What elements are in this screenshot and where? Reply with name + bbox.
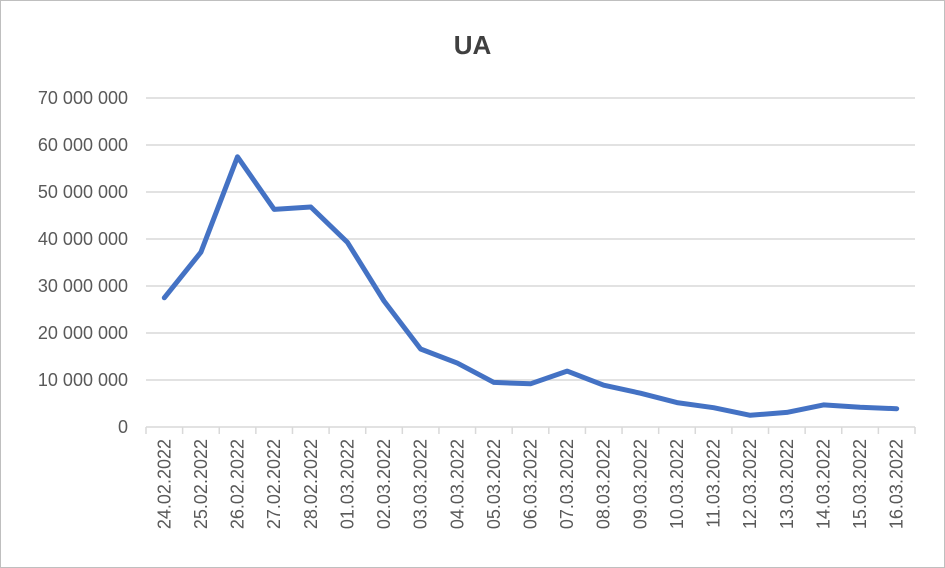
y-axis-tick-labels: 0 10 000 000 20 000 000 30 000 000 40 000 00…	[38, 88, 128, 437]
data-point	[895, 407, 899, 411]
y-tick-label: 70 000 000	[38, 88, 128, 108]
y-tick-label: 30 000 000	[38, 276, 128, 296]
data-point	[529, 382, 533, 386]
y-tick-label: 60 000 000	[38, 135, 128, 155]
x-tick-label: 13.03.2022	[777, 439, 797, 529]
data-point	[236, 155, 240, 159]
data-point	[821, 403, 825, 407]
y-tick-label: 20 000 000	[38, 323, 128, 343]
x-tick-label: 25.02.2022	[191, 439, 211, 529]
data-point	[565, 369, 569, 373]
data-point	[272, 207, 276, 211]
x-tick-label: 12.03.2022	[740, 439, 760, 529]
series-line	[161, 154, 900, 418]
x-tick-label: 06.03.2022	[521, 439, 541, 529]
data-point	[382, 299, 386, 303]
data-point	[455, 361, 459, 365]
data-point	[492, 380, 496, 384]
x-tick-label: 08.03.2022	[594, 439, 614, 529]
y-tick-label: 0	[118, 417, 128, 437]
data-point	[199, 250, 203, 254]
series-group	[161, 154, 900, 418]
x-tick-label: 04.03.2022	[447, 439, 467, 529]
x-tick-label: 24.02.2022	[154, 439, 174, 529]
y-tick-label: 40 000 000	[38, 229, 128, 249]
chart-title: UA	[453, 30, 492, 60]
x-tick-label: 02.03.2022	[374, 439, 394, 529]
x-tick-label: 01.03.2022	[337, 439, 357, 529]
data-point	[858, 405, 862, 409]
data-point	[712, 406, 716, 410]
data-point	[675, 401, 679, 405]
x-tick-label: 05.03.2022	[484, 439, 504, 529]
x-tick-label: 11.03.2022	[704, 439, 724, 528]
x-axis	[145, 426, 916, 434]
data-point	[748, 413, 752, 417]
x-axis-tick-labels: 24.02.2022 25.02.2022 26.02.2022 27.02.2022…	[154, 439, 906, 529]
data-point	[345, 240, 349, 244]
x-tick-label: 03.03.2022	[411, 439, 431, 529]
x-tick-label: 26.02.2022	[228, 439, 248, 529]
x-tick-label: 14.03.2022	[813, 439, 833, 529]
x-tick-label: 07.03.2022	[557, 439, 577, 529]
data-point	[638, 391, 642, 395]
x-tick-label: 27.02.2022	[264, 439, 284, 529]
data-point	[419, 347, 423, 351]
y-tick-label: 10 000 000	[38, 370, 128, 390]
x-tick-label: 16.03.2022	[887, 439, 907, 529]
data-point	[309, 205, 313, 209]
x-tick-label: 09.03.2022	[630, 439, 650, 529]
data-point	[162, 296, 166, 300]
y-tick-label: 50 000 000	[38, 182, 128, 202]
data-point	[602, 383, 606, 387]
x-tick-label: 10.03.2022	[667, 439, 687, 529]
x-tick-label: 28.02.2022	[301, 439, 321, 529]
data-point	[785, 410, 789, 414]
gridlines	[146, 97, 915, 381]
x-tick-label: 15.03.2022	[850, 439, 870, 529]
